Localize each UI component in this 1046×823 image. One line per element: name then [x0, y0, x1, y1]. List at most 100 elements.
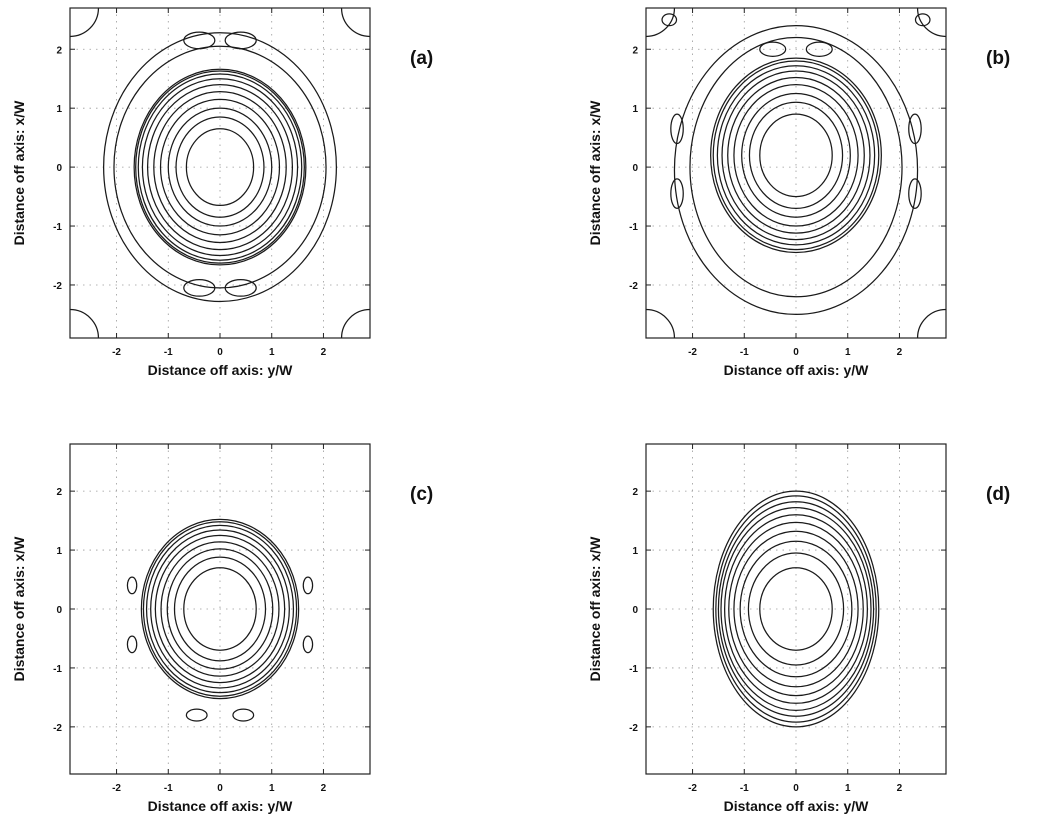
contour-ring — [133, 68, 307, 266]
side-lobe-contour — [661, 13, 678, 27]
y-tick-label: -2 — [629, 723, 638, 734]
side-lobe-contour — [908, 113, 922, 145]
side-lobe-contour — [914, 13, 931, 27]
side-lobe-contour — [805, 41, 833, 57]
contour-ring — [739, 540, 853, 678]
contour-plot-svg: -2 -1 0 1 2 -2 -1 0 1 2 Distance off axis: y/W Dist… — [11, 7, 433, 378]
contour-ring — [154, 534, 286, 684]
contour-ring — [710, 57, 882, 254]
x-tick-label: -2 — [688, 783, 697, 794]
x-tick-label: 0 — [217, 347, 223, 358]
x-tick-label: -1 — [740, 347, 749, 358]
x-tick-label: 2 — [897, 347, 903, 358]
contour-ring — [183, 567, 257, 651]
contour-ring — [727, 76, 865, 234]
x-tick-label: 1 — [845, 783, 851, 794]
y-tick-label: -2 — [629, 281, 638, 292]
y-tick-label: -2 — [53, 281, 62, 292]
side-lobe-contour — [302, 635, 314, 654]
contour-ring — [733, 530, 859, 688]
contour-ring — [167, 107, 273, 227]
contour-ring — [137, 73, 303, 261]
contour-ring — [145, 524, 295, 694]
contour-ring — [142, 521, 298, 697]
side-lobe-contour — [232, 708, 255, 722]
contour-ring — [747, 552, 845, 666]
contour-ring — [185, 128, 255, 207]
contour-ring — [715, 495, 877, 723]
x-tick-label: 2 — [897, 783, 903, 794]
contour-ring — [141, 78, 299, 257]
y-axis-label: Distance off axis: x/W — [11, 536, 27, 681]
contour-ring — [759, 113, 833, 198]
contour-ring — [717, 501, 875, 717]
contour-ring — [153, 91, 287, 244]
y-tick-label: 0 — [632, 163, 638, 174]
panel-label: (d) — [986, 484, 1010, 505]
contour-ring — [723, 514, 869, 704]
contour-ring — [748, 101, 844, 209]
panel-label: (a) — [410, 48, 433, 69]
contour-plot-svg: -2 -1 0 1 2 -2 -1 0 1 2 Distance off axis: y/W Dist… — [11, 443, 433, 814]
x-axis-label: Distance off axis: y/W — [724, 362, 869, 378]
contour-ring — [712, 60, 880, 251]
y-axis-label: Distance off axis: x/W — [587, 536, 603, 681]
y-tick-label: -1 — [629, 222, 638, 233]
x-tick-label: 0 — [793, 347, 799, 358]
x-tick-label: 0 — [793, 783, 799, 794]
x-tick-label: 0 — [217, 783, 223, 794]
contour-ring — [140, 518, 300, 700]
side-lobe-contour — [759, 41, 787, 57]
contour-ring — [733, 83, 859, 227]
contour-lines — [126, 518, 314, 722]
x-axis-label: Distance off axis: y/W — [148, 798, 293, 814]
contour-ring — [160, 541, 280, 677]
x-tick-label: -1 — [740, 783, 749, 794]
y-tick-label: -1 — [629, 664, 638, 675]
y-tick-label: -2 — [53, 723, 62, 734]
panel-label: (b) — [986, 48, 1010, 69]
y-tick-label: -1 — [53, 222, 62, 233]
side-lobe-contour — [908, 178, 922, 209]
contour-lines — [712, 490, 880, 728]
side-lobe-contour — [670, 113, 684, 145]
side-lobe-contour — [126, 576, 138, 595]
contour-plot-svg: -2 -1 0 1 2 -2 -1 0 1 2 Distance off axis: y/W Dist… — [587, 7, 1010, 378]
contour-lines — [646, 8, 946, 338]
x-tick-label: 1 — [269, 783, 275, 794]
contour-panel-c: -2 -1 0 1 2 -2 -1 0 1 2 Distance off axis: y/W Dist… — [0, 436, 470, 816]
contour-panel-d: -2 -1 0 1 2 -2 -1 0 1 2 Distance off axis: y/W Dist… — [576, 436, 1046, 816]
contour-ring — [150, 529, 290, 689]
x-tick-label: 2 — [321, 347, 327, 358]
y-tick-label: 2 — [632, 45, 638, 56]
outer-contour-ring — [102, 32, 338, 303]
x-tick-label: 1 — [845, 347, 851, 358]
outer-contour-ring — [673, 25, 919, 316]
panel-label: (c) — [410, 484, 433, 505]
contour-panel-b: -2 -1 0 1 2 -2 -1 0 1 2 Distance off axis: y/W Dist… — [576, 0, 1046, 380]
contour-panel-a: -2 -1 0 1 2 -2 -1 0 1 2 Distance off axis: y/W Dist… — [0, 0, 470, 380]
y-tick-label: 2 — [56, 45, 62, 56]
y-tick-label: 2 — [632, 487, 638, 498]
x-tick-label: -2 — [688, 347, 697, 358]
contour-ring — [716, 65, 876, 246]
y-tick-label: 1 — [632, 546, 638, 557]
y-axis-label: Distance off axis: x/W — [587, 100, 603, 245]
y-tick-label: 1 — [56, 546, 62, 557]
contour-ring — [721, 70, 871, 241]
side-lobe-contour — [183, 279, 216, 297]
x-tick-label: -2 — [112, 347, 121, 358]
y-tick-label: 1 — [632, 104, 638, 115]
contour-lines — [70, 8, 370, 338]
x-tick-label: -1 — [164, 783, 173, 794]
y-tick-label: 0 — [56, 163, 62, 174]
y-tick-label: 2 — [56, 487, 62, 498]
contour-ring — [728, 521, 864, 697]
contour-ring — [159, 98, 281, 236]
contour-ring — [741, 92, 851, 218]
side-lobe-contour — [185, 708, 208, 722]
side-lobe-contour — [224, 31, 257, 50]
contour-ring — [759, 567, 833, 651]
y-tick-label: 1 — [56, 104, 62, 115]
side-lobe-contour — [126, 635, 138, 654]
